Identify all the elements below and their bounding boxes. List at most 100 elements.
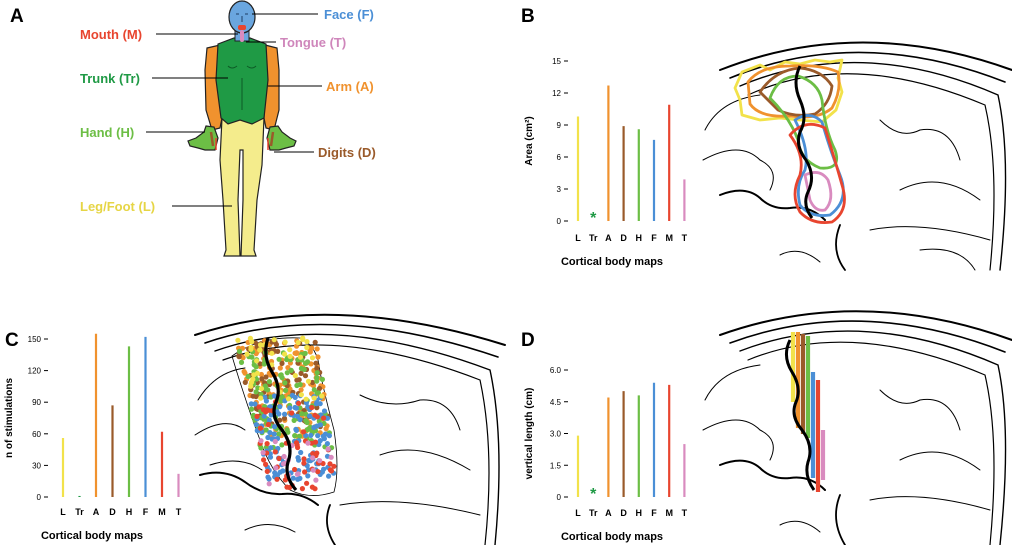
category-label: L	[575, 508, 581, 518]
stimulation-dot	[235, 337, 241, 343]
stimulation-dot	[265, 421, 271, 428]
stimulation-dot	[292, 373, 298, 379]
stimulation-dot	[314, 370, 320, 376]
stimulation-dot	[305, 473, 311, 479]
category-label: F	[651, 233, 657, 243]
stimulation-dot	[312, 439, 319, 445]
stimulation-dot	[280, 468, 286, 474]
stimulation-dot	[288, 367, 294, 373]
category-label: A	[93, 507, 100, 517]
stimulation-dot	[261, 361, 267, 367]
stimulation-dot	[298, 449, 304, 456]
stimulation-dot	[304, 480, 310, 486]
stimulation-dot	[269, 350, 275, 356]
stimulation-dot	[298, 392, 304, 398]
stimulation-dot	[248, 401, 254, 407]
stimulation-dot	[296, 400, 302, 406]
stimulation-dot	[304, 344, 310, 351]
stimulation-dot	[320, 433, 326, 439]
central-sulcus-b	[794, 65, 814, 219]
category-label: F	[651, 508, 657, 518]
stimulation-dot	[274, 476, 280, 482]
stimulation-dot	[302, 350, 308, 356]
stimulation-dot	[291, 417, 297, 423]
stimulation-dot	[265, 387, 271, 393]
stimulation-dot	[297, 354, 304, 360]
stimulation-dot	[317, 458, 323, 464]
stimulation-dot	[279, 442, 285, 448]
stimulation-dot	[289, 410, 295, 416]
stimulation-dot	[257, 425, 263, 431]
y-tick-label: 1.5	[550, 461, 562, 470]
category-label: Tr	[589, 508, 598, 518]
stimulation-dot	[324, 441, 330, 447]
category-label: F	[143, 507, 149, 517]
stimulation-dot	[263, 374, 269, 380]
stimulation-dot	[258, 445, 264, 451]
stimulation-dot	[244, 351, 250, 357]
stimulation-dot	[266, 379, 272, 385]
brain-illustration-c	[194, 313, 506, 545]
stimulation-dot	[253, 422, 259, 428]
stimulation-dot	[267, 454, 274, 460]
vertical-length-bars	[790, 332, 826, 492]
label-arm: Arm (A)	[326, 79, 374, 94]
stimulation-dot	[314, 375, 320, 381]
stimulation-dot	[294, 382, 300, 389]
stimulation-dot	[310, 467, 316, 473]
stimulation-dot	[254, 370, 260, 376]
stimulation-dot	[266, 417, 272, 423]
stimulation-dot	[250, 376, 256, 382]
panel-letter-d: D	[521, 330, 535, 351]
stimulation-dot	[328, 454, 334, 460]
stimulation-dot	[302, 469, 308, 475]
brain-illustration-d	[702, 310, 1012, 545]
stimulation-dot	[327, 467, 333, 473]
stimulation-dot	[283, 387, 289, 393]
stimulation-dot	[254, 358, 260, 364]
stimulation-dot	[264, 468, 270, 474]
category-label: D	[620, 233, 627, 243]
stimulation-dot	[259, 376, 265, 382]
bar-chart-vertical-length: 0 1.5 3.0 4.5 6.0 L * Tr A D H F M T Cortical body map…	[524, 366, 688, 543]
stimulation-dot	[252, 401, 258, 407]
stimulation-dot	[301, 460, 307, 466]
stimulation-dot	[276, 431, 282, 437]
stimulation-dot	[317, 438, 323, 444]
stimulation-dot	[304, 419, 310, 426]
label-tongue: Tongue (T)	[280, 35, 347, 50]
stimulation-dot	[284, 370, 290, 376]
stimulation-dot	[315, 433, 321, 439]
stimulation-dot	[313, 360, 319, 366]
x-axis-label: Cortical body maps	[561, 256, 663, 268]
label-leg: Leg/Foot (L)	[80, 199, 156, 214]
stimulation-dot	[265, 407, 271, 413]
stimulation-dot	[242, 379, 248, 385]
stimulation-dot	[263, 461, 269, 467]
stimulation-dot	[301, 456, 307, 462]
y-tick-label: 0	[37, 493, 42, 502]
stimulation-dot	[293, 405, 299, 411]
label-trunk: Trunk (Tr)	[80, 71, 140, 86]
stimulation-dot	[271, 393, 277, 399]
stimulation-dot	[299, 411, 305, 417]
stimulation-dot	[285, 429, 291, 435]
category-label: M	[665, 233, 673, 243]
stimulation-dot	[253, 376, 260, 382]
stimulation-dot	[276, 455, 282, 462]
stimulation-dot	[290, 475, 296, 481]
y-tick-label: 3	[557, 185, 562, 194]
y-tick-label: 6	[557, 153, 562, 162]
stimulation-dot	[326, 433, 332, 439]
stimulation-dot	[263, 427, 269, 433]
stimulation-dot	[257, 342, 264, 348]
stimulation-dot	[277, 404, 283, 410]
stimulation-dot	[292, 433, 298, 439]
stimulation-dot	[296, 433, 303, 439]
bar-chart-area: 0 3 6 9 12 15 L * Tr A D H F M T Cortical body maps Area…	[524, 57, 688, 268]
central-sulcus-d	[785, 339, 816, 491]
stimulation-dot	[266, 481, 272, 487]
stimulation-dot	[249, 406, 255, 412]
stimulation-dot	[305, 440, 311, 446]
stimulation-dot	[297, 475, 303, 481]
